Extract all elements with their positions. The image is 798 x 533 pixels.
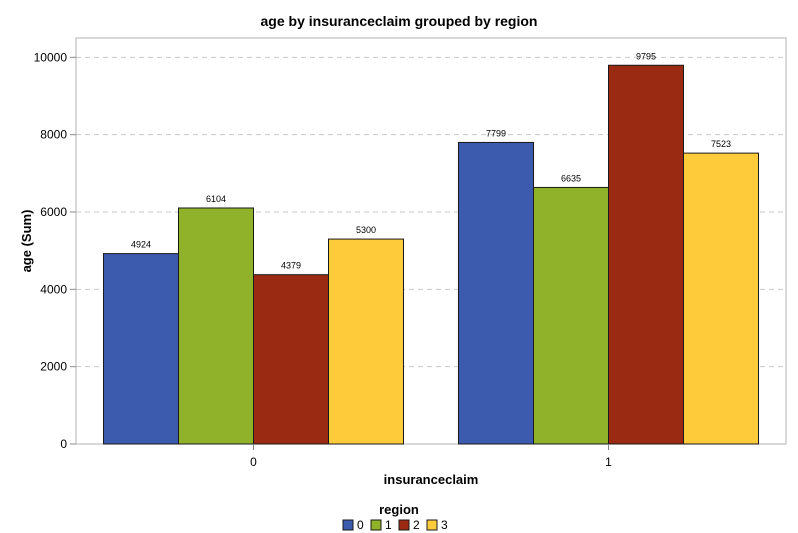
bar — [103, 253, 179, 445]
data-label: 5300 — [356, 225, 376, 235]
data-label: 6104 — [206, 194, 226, 204]
bar — [608, 64, 684, 445]
data-label: 9795 — [636, 51, 656, 61]
legend-swatch — [426, 519, 438, 531]
x-tick-label: 1 — [605, 455, 612, 469]
data-label: 7799 — [486, 128, 506, 138]
legend-swatch — [370, 519, 382, 531]
data-label: 4379 — [281, 261, 301, 271]
legend-swatch — [398, 519, 410, 531]
bars — [103, 64, 759, 445]
x-tick-label: 0 — [250, 455, 257, 469]
y-axis-label: age (Sum) — [19, 210, 34, 273]
bar — [683, 152, 759, 445]
chart-title: age by insuranceclaim grouped by region — [261, 13, 538, 29]
data-label: 7523 — [711, 139, 731, 149]
plot-area — [75, 37, 787, 445]
y-tick-label: 4000 — [40, 282, 67, 296]
data-label: 6635 — [561, 173, 581, 183]
legend-title: region — [379, 502, 419, 517]
y-tick-label: 10000 — [34, 50, 68, 64]
data-labels: 4924 6104 4379 5300 7799 6635 9795 7523 — [131, 51, 731, 270]
legend-label: 2 — [413, 518, 420, 532]
y-tick-label: 6000 — [40, 205, 67, 219]
legend-label: 3 — [441, 518, 448, 532]
bar — [328, 238, 404, 445]
bar — [533, 186, 609, 445]
legend-swatch — [342, 519, 354, 531]
legend: 0 1 2 3 — [342, 518, 448, 532]
bar — [458, 141, 534, 445]
bar — [253, 274, 329, 445]
legend-label: 0 — [357, 518, 364, 532]
data-label: 4924 — [131, 240, 151, 250]
legend-label: 1 — [385, 518, 392, 532]
y-axis-ticks: 0 2000 4000 6000 8000 10000 — [34, 50, 76, 451]
x-axis-label: insuranceclaim — [384, 472, 479, 487]
y-tick-label: 0 — [60, 437, 67, 451]
bar — [178, 207, 254, 445]
y-tick-label: 2000 — [40, 360, 67, 374]
y-tick-label: 8000 — [40, 128, 67, 142]
